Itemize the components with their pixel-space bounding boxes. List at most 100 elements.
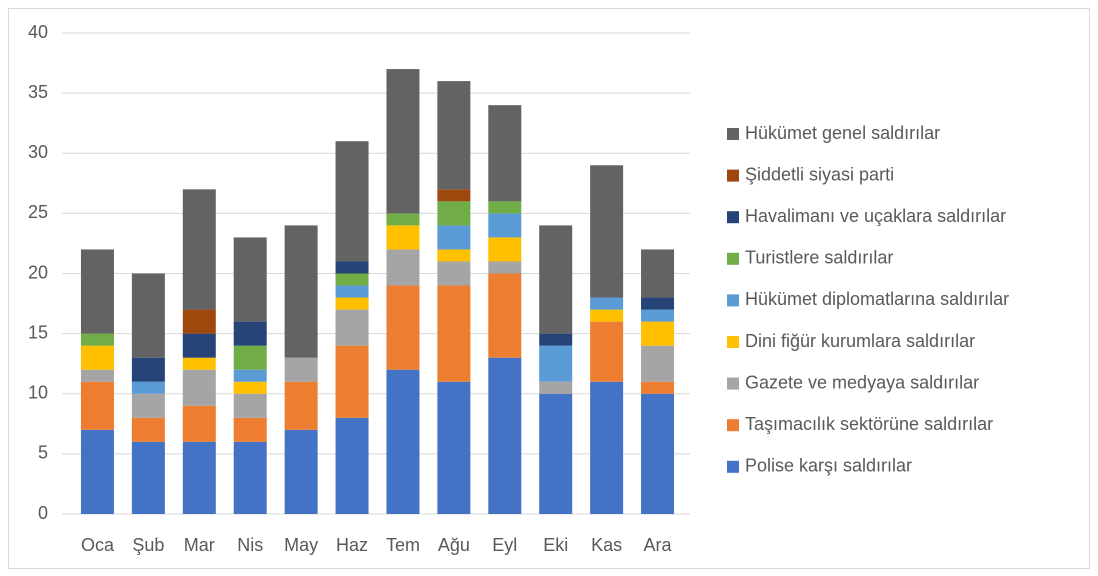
bar-segment — [131, 393, 165, 418]
bar-segment — [284, 381, 318, 430]
bar-segment — [386, 69, 420, 214]
y-tick-label: 30 — [28, 142, 48, 162]
bar-segment — [80, 333, 114, 346]
bar-segment — [488, 357, 522, 514]
bar-segment — [80, 369, 114, 382]
legend-swatch — [727, 252, 739, 265]
bar-segment — [386, 249, 420, 286]
legend-label: Turistlere saldırılar — [745, 248, 893, 268]
x-tick-label: Nis — [237, 535, 263, 555]
y-tick-label: 0 — [38, 503, 48, 523]
bar-segment — [131, 273, 165, 358]
x-tick-label: Mar — [184, 535, 215, 555]
bar-segment — [335, 273, 369, 286]
bar-segment — [641, 321, 675, 346]
legend-swatch — [727, 336, 739, 348]
bar-segment — [641, 345, 675, 382]
bar-segment — [437, 249, 471, 262]
bar-segment — [437, 81, 471, 190]
bar-segment — [182, 357, 216, 370]
bar-segment — [182, 441, 216, 514]
legend-label: Hükümet genel saldırılar — [745, 123, 940, 143]
bar-segment — [335, 297, 369, 310]
bar-segment — [182, 405, 216, 442]
y-tick-label: 40 — [28, 22, 48, 42]
y-tick-label: 20 — [28, 262, 48, 282]
legend-swatch — [727, 377, 739, 390]
bar-segment — [386, 213, 420, 226]
bar-segment — [80, 249, 114, 334]
bar-segment — [641, 393, 675, 514]
bar-segment — [131, 441, 165, 514]
legend-label: Polise karşı saldırılar — [745, 456, 912, 476]
y-tick-label: 35 — [28, 82, 48, 102]
bar-segment — [284, 357, 318, 382]
y-tick-label: 15 — [28, 322, 48, 342]
bar-segment — [335, 285, 369, 298]
bar-segment — [131, 417, 165, 442]
bar-segment — [488, 237, 522, 262]
bar-segment — [539, 225, 573, 334]
bar-segment — [233, 321, 267, 346]
bar-segment — [539, 381, 573, 394]
bar-segment — [488, 261, 522, 274]
bar-segment — [284, 429, 318, 514]
x-tick-label: Eki — [543, 535, 568, 555]
legend-label: Şiddetli siyasi parti — [745, 164, 894, 184]
bar-segment — [641, 309, 675, 322]
bar-segment — [80, 345, 114, 370]
bar-segment — [233, 345, 267, 370]
bar-segment — [386, 285, 420, 370]
bar-segment — [233, 393, 267, 418]
bar-segment — [335, 417, 369, 514]
bar-segment — [437, 285, 471, 382]
bar-segment — [335, 261, 369, 274]
y-tick-label: 5 — [38, 443, 48, 463]
bar-segment — [590, 321, 624, 382]
legend-label: Gazete ve medyaya saldırılar — [745, 372, 979, 392]
x-tick-label: Oca — [81, 535, 115, 555]
bar-segment — [182, 189, 216, 310]
y-tick-label: 25 — [28, 202, 48, 222]
bar-segment — [488, 105, 522, 202]
bar-segment — [539, 333, 573, 346]
bar-segment — [233, 369, 267, 382]
bar-segment — [131, 381, 165, 394]
bar-segment — [233, 237, 267, 322]
bar-segment — [437, 225, 471, 250]
bar-segment — [539, 393, 573, 514]
legend-swatch — [727, 460, 739, 473]
bar-segment — [641, 297, 675, 310]
bar-segment — [437, 381, 471, 514]
legend-label: Hükümet diplomatlarına saldırılar — [745, 289, 1009, 309]
legend-label: Havalimanı ve uçaklara saldırılar — [745, 206, 1006, 226]
x-tick-label: Eyl — [492, 535, 517, 555]
bar-segment — [335, 141, 369, 262]
bar-segment — [80, 429, 114, 514]
x-tick-label: Ağu — [438, 535, 470, 555]
bar-segment — [641, 381, 675, 394]
bar-segment — [182, 333, 216, 358]
x-tick-label: Kas — [591, 535, 622, 555]
bar-segment — [488, 213, 522, 238]
legend-swatch — [727, 211, 739, 224]
bar-segment — [182, 369, 216, 406]
x-tick-label: Şub — [132, 535, 164, 555]
legend-swatch — [727, 419, 739, 432]
bar-segment — [131, 357, 165, 382]
bar-segment — [590, 381, 624, 514]
bar-segment — [233, 441, 267, 514]
legend-label: Taşımacılık sektörüne saldırılar — [745, 414, 993, 434]
legend-swatch — [727, 128, 739, 140]
bar-segment — [437, 261, 471, 286]
legend-swatch — [727, 294, 739, 307]
bar-segment — [488, 201, 522, 214]
bar-segment — [386, 369, 420, 514]
bar-segment — [335, 345, 369, 418]
bar-segment — [233, 381, 267, 394]
bar-segment — [386, 225, 420, 250]
legend-swatch — [727, 169, 739, 182]
bar-segment — [437, 201, 471, 226]
bar-segment — [590, 297, 624, 310]
